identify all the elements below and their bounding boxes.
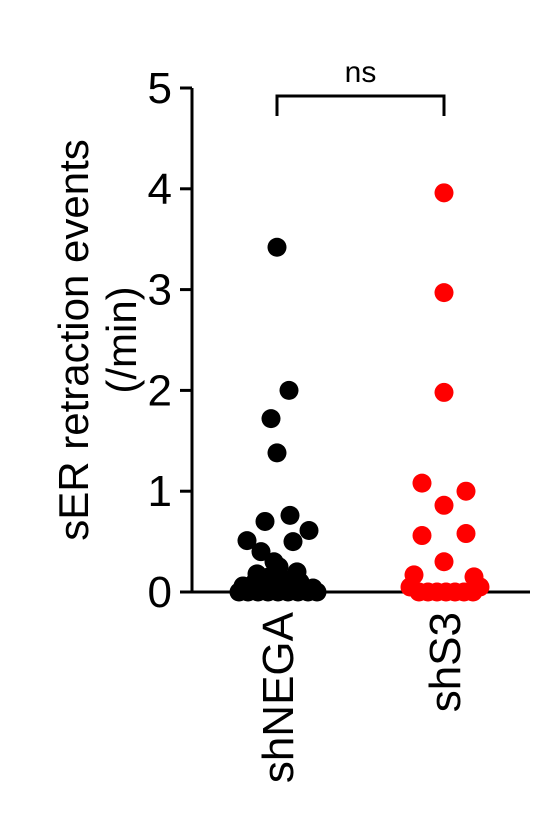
category-label-shNEGA: shNEGA <box>254 611 303 783</box>
data-point-shNEGA-4 <box>255 511 275 531</box>
y-axis-title-units: (/min) <box>98 286 145 393</box>
y-tick-labels: 0 1 2 3 4 5 <box>148 64 172 617</box>
significance-label: ns <box>345 56 377 89</box>
axes <box>190 88 530 594</box>
data-point-shS3-2 <box>434 382 454 402</box>
data-point-shS3-0 <box>434 183 454 203</box>
data-point-shS3-4 <box>456 481 476 501</box>
category-label-shS3: shS3 <box>421 612 470 712</box>
data-point-shNEGA-34 <box>290 572 310 592</box>
data-point-shS3-5 <box>434 495 454 515</box>
y-tick-label-2: 2 <box>148 366 172 415</box>
data-point-shNEGA-7 <box>299 521 319 541</box>
significance-bracket-line <box>275 94 446 116</box>
data-point-shS3-8 <box>434 552 454 572</box>
data-point-shNEGA-5 <box>280 505 300 525</box>
data-point-shNEGA-1 <box>279 380 299 400</box>
y-ticks <box>180 86 192 594</box>
y-tick-label-4: 4 <box>148 165 172 214</box>
y-tick-label-5: 5 <box>148 64 172 113</box>
data-point-shNEGA-3 <box>267 443 287 463</box>
y-tick-label-0: 0 <box>148 568 172 617</box>
data-point-shS3-19 <box>470 577 490 597</box>
y-tick-label-1: 1 <box>148 467 172 516</box>
y-tick-label-3: 3 <box>148 266 172 315</box>
data-point-shNEGA-2 <box>261 409 281 429</box>
data-point-shS3-7 <box>456 524 476 544</box>
data-points <box>229 183 490 602</box>
data-point-shNEGA-32 <box>307 582 327 602</box>
data-point-shNEGA-0 <box>267 237 287 257</box>
data-point-shS3-1 <box>434 283 454 303</box>
significance-bracket: ns <box>275 56 446 116</box>
data-point-shS3-6 <box>412 526 432 546</box>
data-point-shS3-3 <box>412 473 432 493</box>
data-point-shNEGA-8 <box>251 542 271 562</box>
category-labels: shNEGA shS3 <box>254 611 470 783</box>
data-point-shNEGA-6 <box>237 531 257 551</box>
data-point-shNEGA-9 <box>283 532 303 552</box>
y-axis-title: sER retraction events <box>50 139 97 541</box>
data-point-shNEGA-33 <box>245 572 265 592</box>
